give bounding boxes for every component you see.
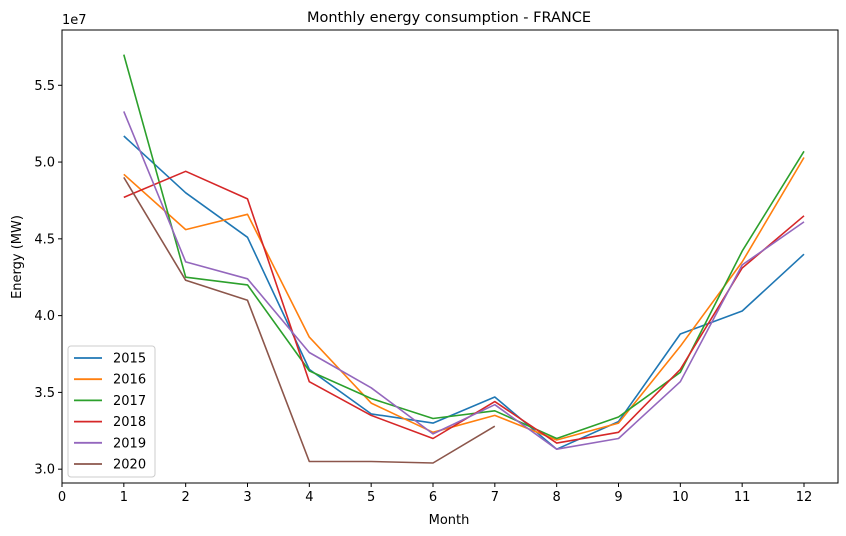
- legend-label-2020: 2020: [113, 458, 146, 473]
- series-line-2016: [123, 157, 805, 441]
- x-tick-label: 8: [553, 490, 561, 505]
- x-tick-label: 3: [243, 490, 251, 505]
- x-tick-label: 1: [120, 490, 128, 505]
- x-tick-label: 10: [672, 490, 689, 505]
- x-tick-label: 0: [58, 490, 66, 505]
- y-tick-label: 4.5: [34, 232, 55, 247]
- x-tick-label: 12: [796, 490, 813, 505]
- y-tick-label: 4.0: [34, 309, 55, 324]
- x-tick-label: 11: [734, 490, 751, 505]
- x-tick-label: 6: [429, 490, 437, 505]
- legend-label-2016: 2016: [113, 373, 146, 388]
- y-tick-label: 5.0: [34, 156, 55, 171]
- y-tick-label: 3.0: [34, 463, 55, 478]
- plot-frame: [61, 29, 839, 484]
- x-tick-label: 4: [305, 490, 313, 505]
- y-tick-label: 3.5: [34, 386, 55, 401]
- series-line-2017: [123, 54, 805, 440]
- chart-title: Monthly energy consumption - FRANCE: [307, 10, 591, 26]
- x-tick-label: 2: [182, 490, 190, 505]
- y-tick-label: 5.5: [34, 79, 55, 94]
- series-line-2018: [123, 170, 805, 444]
- legend-label-2018: 2018: [113, 415, 146, 430]
- series-line-2019: [123, 111, 805, 451]
- series-layer: [123, 54, 805, 464]
- series-line-2020: [123, 176, 496, 464]
- x-tick-label: 5: [367, 490, 375, 505]
- axes-layer: 0 1 2 3 4 5 6 7 8 9 10 11 123.03.54.04.55.05.5: [34, 29, 839, 505]
- y-offset-label: 1e7: [62, 13, 87, 28]
- x-tick-label: 7: [491, 490, 499, 505]
- y-axis-label: Energy (MW): [10, 215, 25, 299]
- series-line-2015: [123, 135, 805, 451]
- x-axis-label: Month: [429, 513, 470, 528]
- legend-label-2015: 2015: [113, 352, 146, 367]
- legend: 2015 2016 2017 2018 2019 2020: [67, 345, 156, 478]
- x-tick-label: 9: [614, 490, 622, 505]
- legend-label-2019: 2019: [113, 436, 146, 451]
- legend-label-2017: 2017: [113, 394, 146, 409]
